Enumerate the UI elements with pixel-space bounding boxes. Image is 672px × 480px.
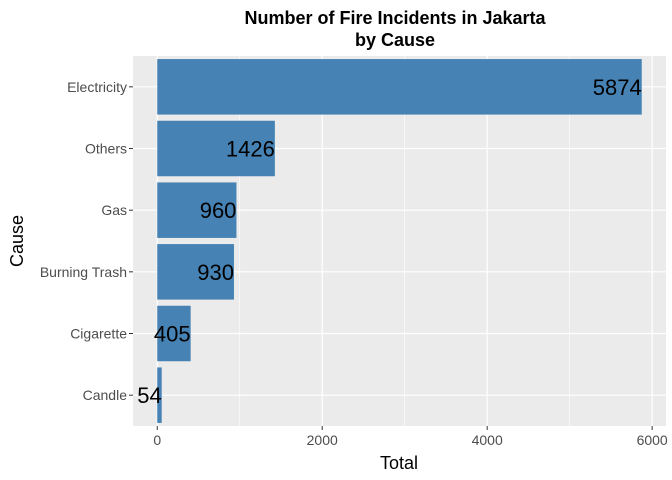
x-tick-label: 2000 [307, 432, 338, 448]
y-tick-label: Electricity [67, 79, 127, 95]
y-axis-title: Cause [7, 215, 27, 267]
y-tick-label: Others [85, 141, 127, 157]
bar-others [157, 120, 275, 177]
y-tick-label: Gas [101, 202, 127, 218]
y-tick-label: Candle [83, 387, 128, 403]
x-ticks: 0 2000 4000 6000 [153, 426, 668, 448]
bar-value-label: 5874 [593, 75, 642, 100]
bar-candle [157, 367, 162, 423]
bar-value-label: 960 [200, 198, 237, 223]
x-axis-title: Total [380, 453, 418, 473]
y-tick-label: Cigarette [70, 326, 127, 342]
bar-electricity [157, 59, 642, 115]
y-tick-label: Burning Trash [40, 264, 127, 280]
bar-burning-trash [157, 244, 234, 300]
bar-value-label: 405 [154, 322, 191, 347]
plot-panel [133, 56, 666, 426]
bar-value-label: 54 [137, 383, 161, 408]
bar-cigarette [157, 305, 191, 362]
y-ticks: Electricity Others Gas Burning Trash Cigaret… [40, 79, 133, 403]
bar-gas [157, 182, 237, 238]
bars: 5874 1426 960 930 405 54 [137, 59, 642, 423]
bar-value-label: 1426 [226, 137, 275, 162]
x-tick-label: 4000 [472, 432, 503, 448]
x-tick-label: 0 [153, 432, 161, 448]
bar-value-label: 930 [197, 260, 234, 285]
x-tick-label: 6000 [637, 432, 668, 448]
chart-title-line-1: Number of Fire Incidents in Jakarta [244, 8, 546, 28]
chart-title-line-2: by Cause [355, 30, 435, 50]
